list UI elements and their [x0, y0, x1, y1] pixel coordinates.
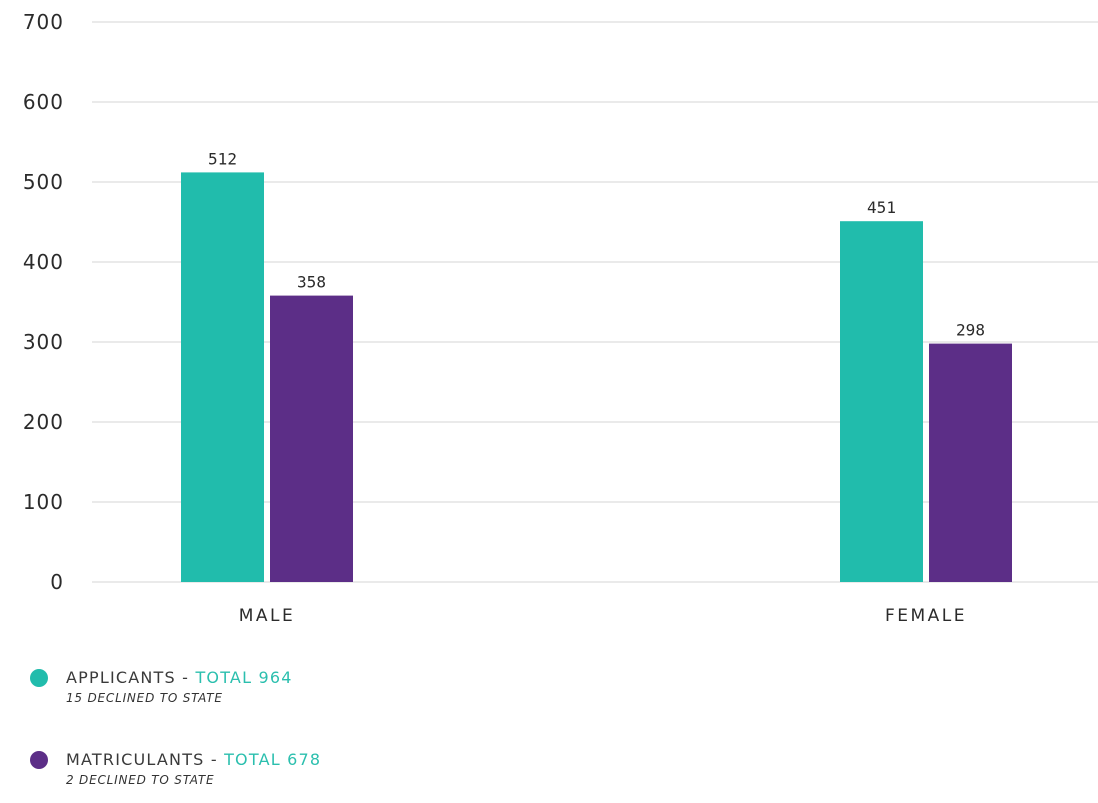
data-label: 298 [956, 321, 985, 340]
legend-note: 2 DECLINED TO STATE [66, 773, 215, 787]
y-tick-label: 700 [23, 10, 64, 34]
legend-label: APPLICANTS [66, 668, 176, 687]
bar-matriculants [270, 295, 353, 582]
legend-note: 15 DECLINED TO STATE [66, 691, 223, 705]
y-tick-label: 500 [23, 170, 64, 194]
y-tick-label: 600 [23, 90, 64, 114]
legend-separator: - [204, 750, 225, 769]
x-category-label: MALE [239, 606, 296, 626]
bar-applicants [181, 172, 264, 582]
y-tick-label: 0 [50, 570, 64, 594]
legend-total: TOTAL 678 [224, 750, 322, 769]
data-label: 358 [297, 273, 326, 292]
y-tick-label: 300 [23, 330, 64, 354]
legend-label: MATRICULANTS [66, 750, 205, 769]
data-label: 451 [867, 198, 896, 217]
legend-title: MATRICULANTS - TOTAL 678 [66, 750, 321, 770]
legend-item-applicants[interactable]: APPLICANTS - TOTAL 964 15 DECLINED TO ST… [30, 668, 321, 718]
matriculants-dot-icon [30, 751, 48, 769]
legend-item-matriculants[interactable]: MATRICULANTS - TOTAL 678 2 DECLINED TO S… [30, 750, 321, 800]
data-label: 512 [208, 149, 237, 168]
bar-matriculants [929, 343, 1012, 582]
y-tick-label: 400 [23, 250, 64, 274]
y-tick-label: 200 [23, 410, 64, 434]
x-category-label: FEMALE [885, 606, 967, 626]
legend-separator: - [175, 668, 196, 687]
applicants-dot-icon [30, 669, 48, 687]
y-tick-label: 100 [23, 490, 64, 514]
legend: APPLICANTS - TOTAL 964 15 DECLINED TO ST… [30, 668, 321, 800]
bar-applicants [840, 221, 923, 582]
legend-title: APPLICANTS - TOTAL 964 [66, 668, 321, 688]
bar-chart: 0 100 200 300 400 500 600 700 512 358 MALE 451 298 FE… [23, 10, 1098, 626]
legend-total: TOTAL 964 [195, 668, 293, 687]
